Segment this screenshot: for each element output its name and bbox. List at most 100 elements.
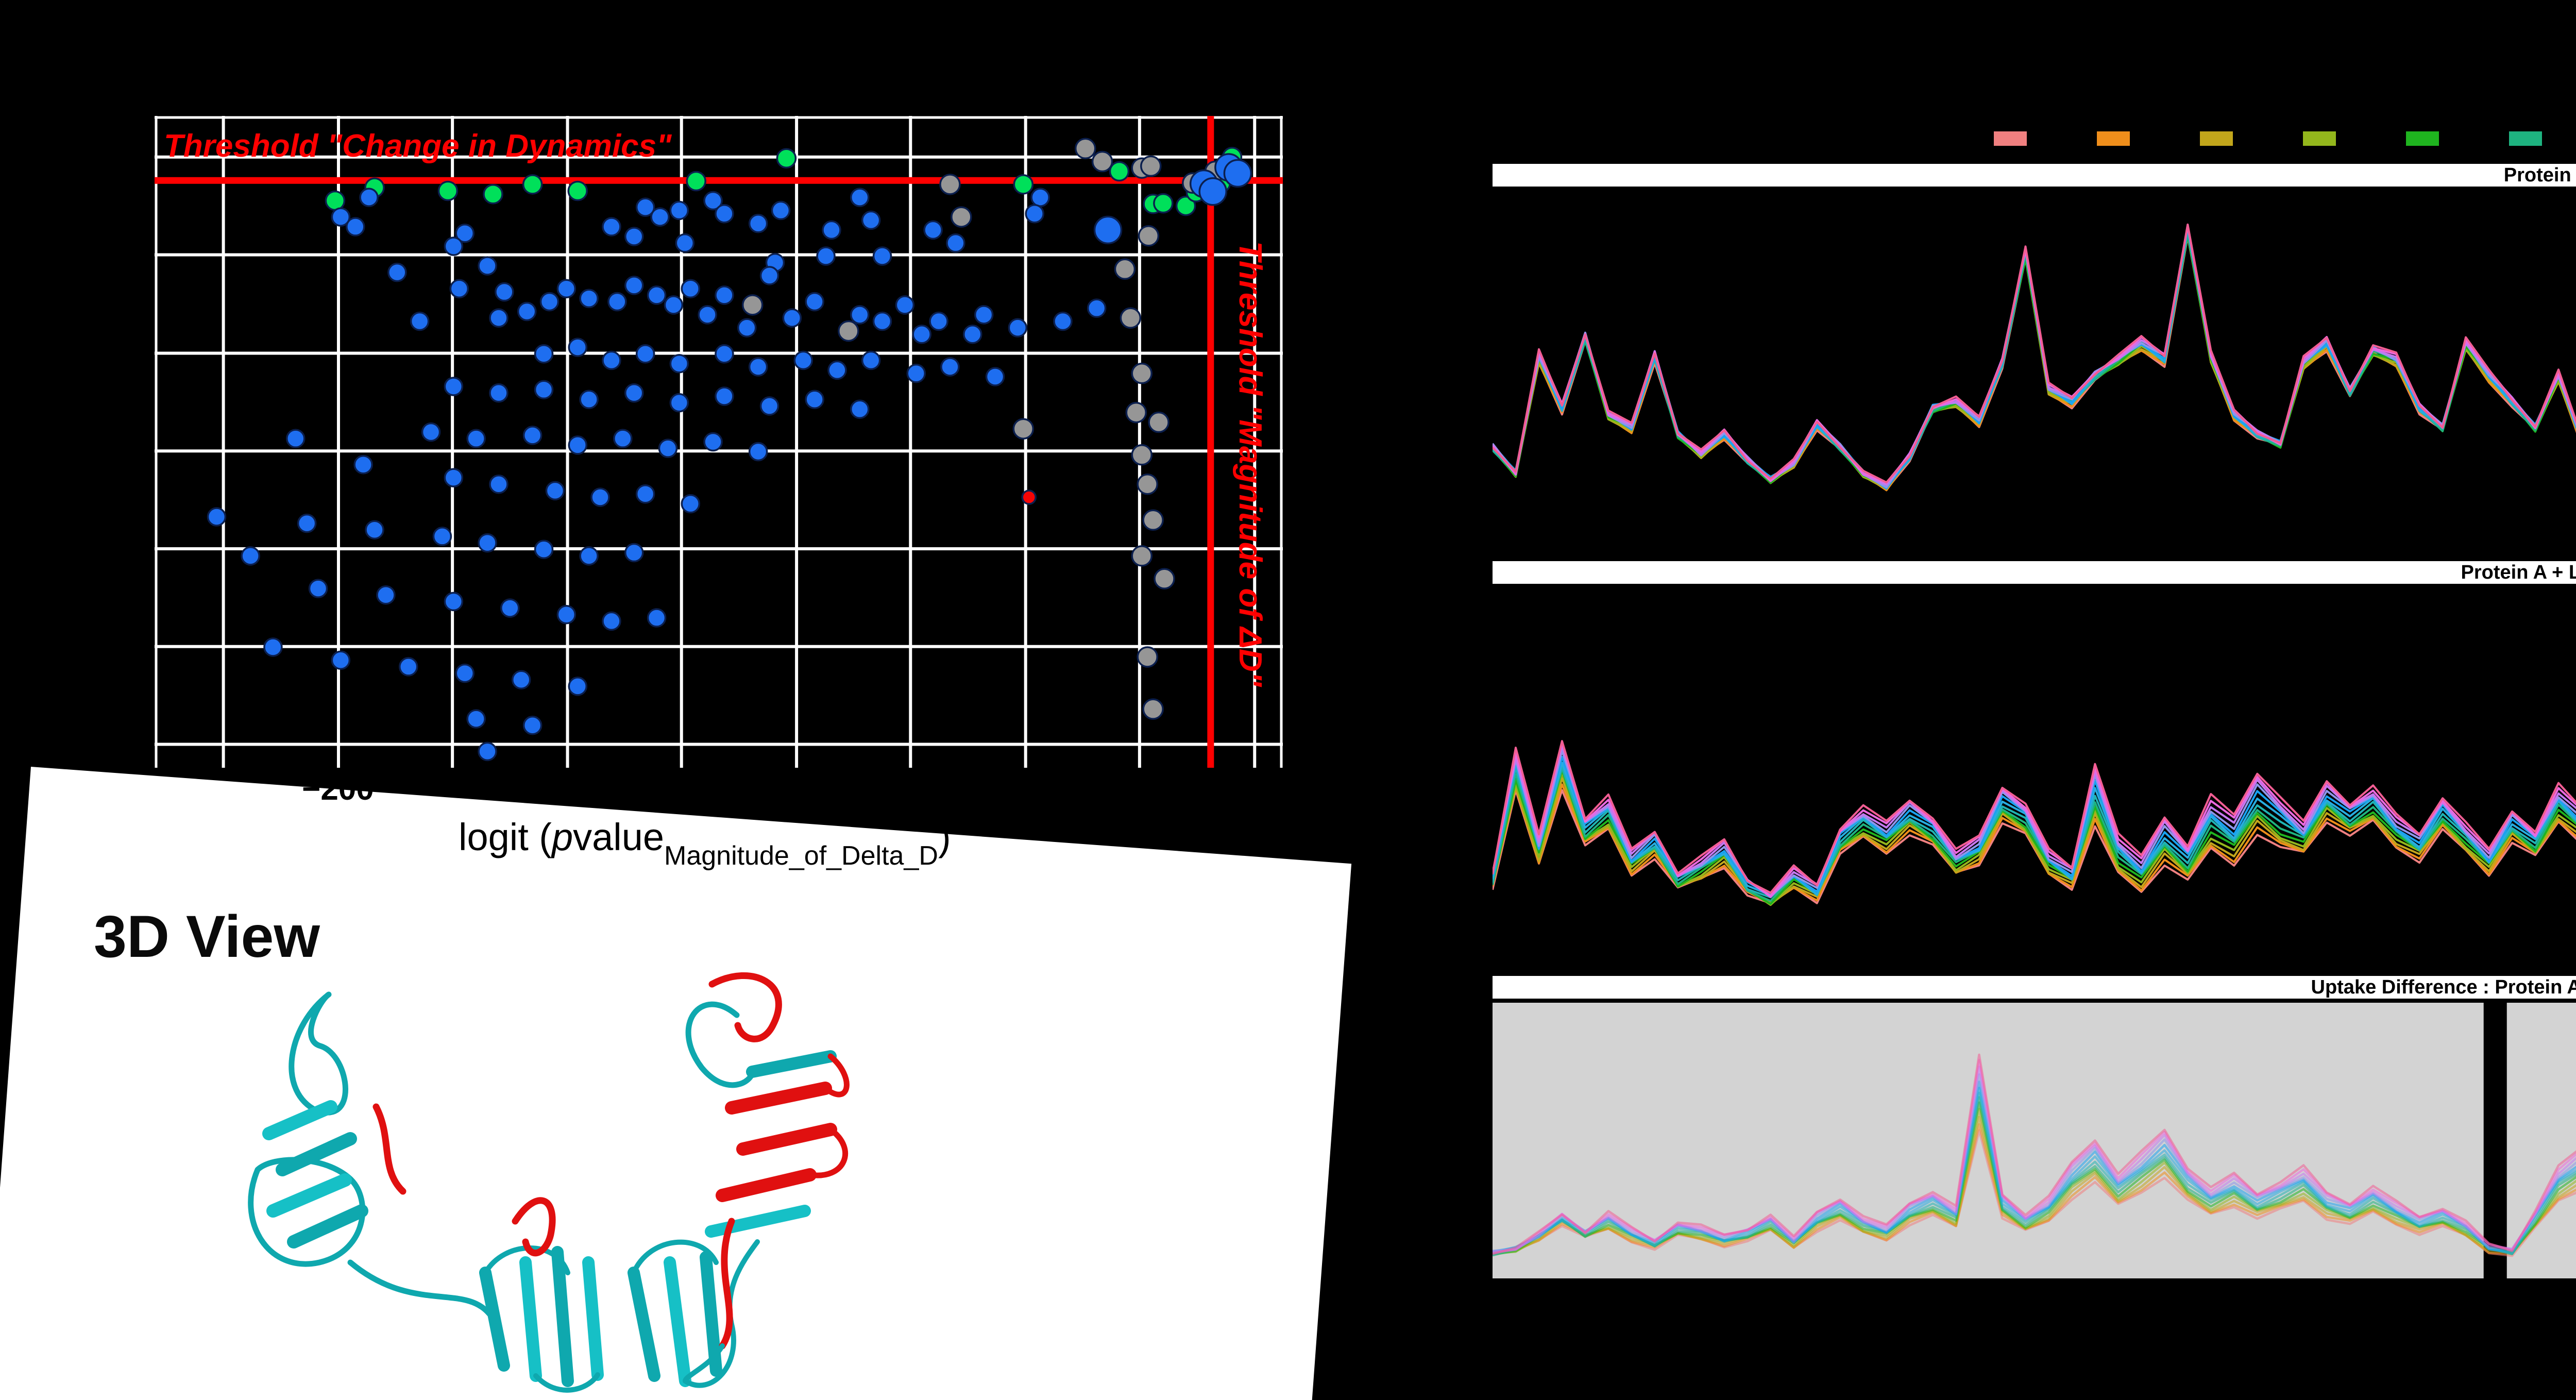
scatter-point (741, 294, 764, 316)
uptake-trace (1493, 1101, 2576, 1256)
scatter-point (1021, 490, 1037, 505)
scatter-point (455, 223, 474, 243)
scatter-point (805, 390, 824, 410)
ribbon-strand (551, 1246, 574, 1387)
scatter-point (522, 716, 543, 735)
scatter-point (297, 513, 317, 533)
axis-title-subscript: Magnitude_of_Delta_D (664, 841, 938, 871)
scatter-point (1087, 298, 1107, 318)
legend-swatch-5[interactable] (2509, 131, 2542, 146)
scatter-point (376, 585, 396, 605)
scatter-point (539, 292, 560, 312)
scatter-point (331, 650, 351, 670)
panel-title-uptake-difference: Uptake Difference : Protein A - (Protein… (1493, 976, 2576, 1003)
scatter-point (602, 350, 621, 370)
x-tick-minus-200: −200 (302, 771, 374, 807)
uptake-chart-protein-a[interactable] (1493, 187, 2576, 559)
uptake-trace (1493, 1096, 2576, 1257)
scatter-point (1012, 418, 1035, 440)
scatter-point (850, 188, 870, 207)
ribbon-highlight-strand (736, 1123, 837, 1156)
legend-swatch-3[interactable] (2303, 131, 2336, 146)
scatter-point (1198, 177, 1227, 206)
scatter-point (963, 325, 982, 344)
uptake-trace (1493, 777, 2576, 905)
scatter-point (624, 543, 644, 563)
scatter-point (664, 295, 684, 315)
scatter-point (940, 357, 960, 377)
ribbon-highlight (807, 1053, 850, 1178)
uptake-trace (1493, 789, 2576, 904)
scatter-point (850, 305, 870, 325)
scatter-point (410, 311, 430, 331)
ribbon-linker (347, 1259, 493, 1317)
scatter-point (624, 227, 644, 246)
legend-swatch-0[interactable] (1994, 131, 2027, 146)
scatter-point (771, 200, 791, 221)
scatter-point (669, 353, 689, 374)
uptake-trace (1493, 756, 2576, 897)
scatter-point (1140, 155, 1162, 177)
uptake-trace (1493, 740, 2576, 894)
scatter-point (1053, 311, 1073, 331)
scatter-point (607, 292, 627, 312)
scatter-point (669, 393, 689, 413)
scatter-point (567, 180, 588, 201)
scatter-point (534, 380, 554, 400)
scatter-point (793, 350, 813, 370)
scatter-point (500, 598, 520, 618)
uptake-difference-chart[interactable] (1493, 1002, 2576, 1278)
scatter-point (466, 709, 486, 729)
legend-swatch-4[interactable] (2406, 131, 2439, 146)
uptake-chart-protein-a-ligand[interactable] (1493, 584, 2576, 969)
scatter-point (495, 282, 514, 302)
scatter-point (1137, 646, 1158, 668)
scatter-point (647, 608, 667, 628)
scatter-point (455, 663, 474, 683)
ribbon-strand (582, 1256, 604, 1381)
scatter-point (737, 318, 757, 338)
scatter-point (715, 386, 734, 406)
coverage-region (2506, 1002, 2576, 1278)
uptake-trace (1493, 767, 2576, 902)
scatter-point (703, 432, 723, 452)
scatter-point (929, 311, 948, 331)
legend-swatch-2[interactable] (2200, 131, 2233, 146)
legend-swatch-1[interactable] (2097, 131, 2130, 146)
scatter-point (1148, 411, 1170, 433)
scatter-point (359, 188, 379, 207)
scatter-point (715, 344, 734, 364)
ribbon-strand (479, 1267, 510, 1372)
scatter-point (478, 256, 497, 276)
scatter-point (650, 207, 670, 227)
ribbon-strand (705, 1205, 811, 1238)
scatter-point (681, 279, 700, 298)
volcano-plot-canvas[interactable] (155, 116, 1283, 768)
scatter-point (1153, 193, 1174, 214)
scatter-point (602, 611, 621, 631)
scatter-point (1142, 509, 1164, 531)
ribbon-highlight (512, 1197, 556, 1257)
protein-ribbon-3d[interactable] (196, 953, 1381, 1400)
scatter-point (805, 292, 824, 312)
threshold-change-in-dynamics-label: Threshold "Change in Dynamics" (164, 128, 672, 164)
scatter-point (579, 289, 599, 308)
scatter-point (872, 311, 892, 331)
scatter-point (686, 171, 706, 192)
volcano-plot[interactable] (155, 116, 1283, 768)
scatter-point (263, 637, 283, 657)
scatter-point (816, 246, 836, 266)
ribbon-highlight (719, 1218, 735, 1350)
uptake-trace (1493, 741, 2576, 897)
scatter-point (590, 487, 610, 507)
ribbon-strand (287, 1204, 368, 1249)
scatter-point (387, 262, 407, 282)
scatter-point (399, 657, 418, 677)
ribbon-strand (519, 1256, 542, 1382)
ribbon-strand (746, 1050, 837, 1078)
scatter-point (912, 325, 931, 344)
scatter-point (466, 429, 486, 448)
scatter-point (444, 377, 464, 396)
ribbon-loop (683, 1343, 725, 1384)
scatter-point (822, 220, 841, 240)
